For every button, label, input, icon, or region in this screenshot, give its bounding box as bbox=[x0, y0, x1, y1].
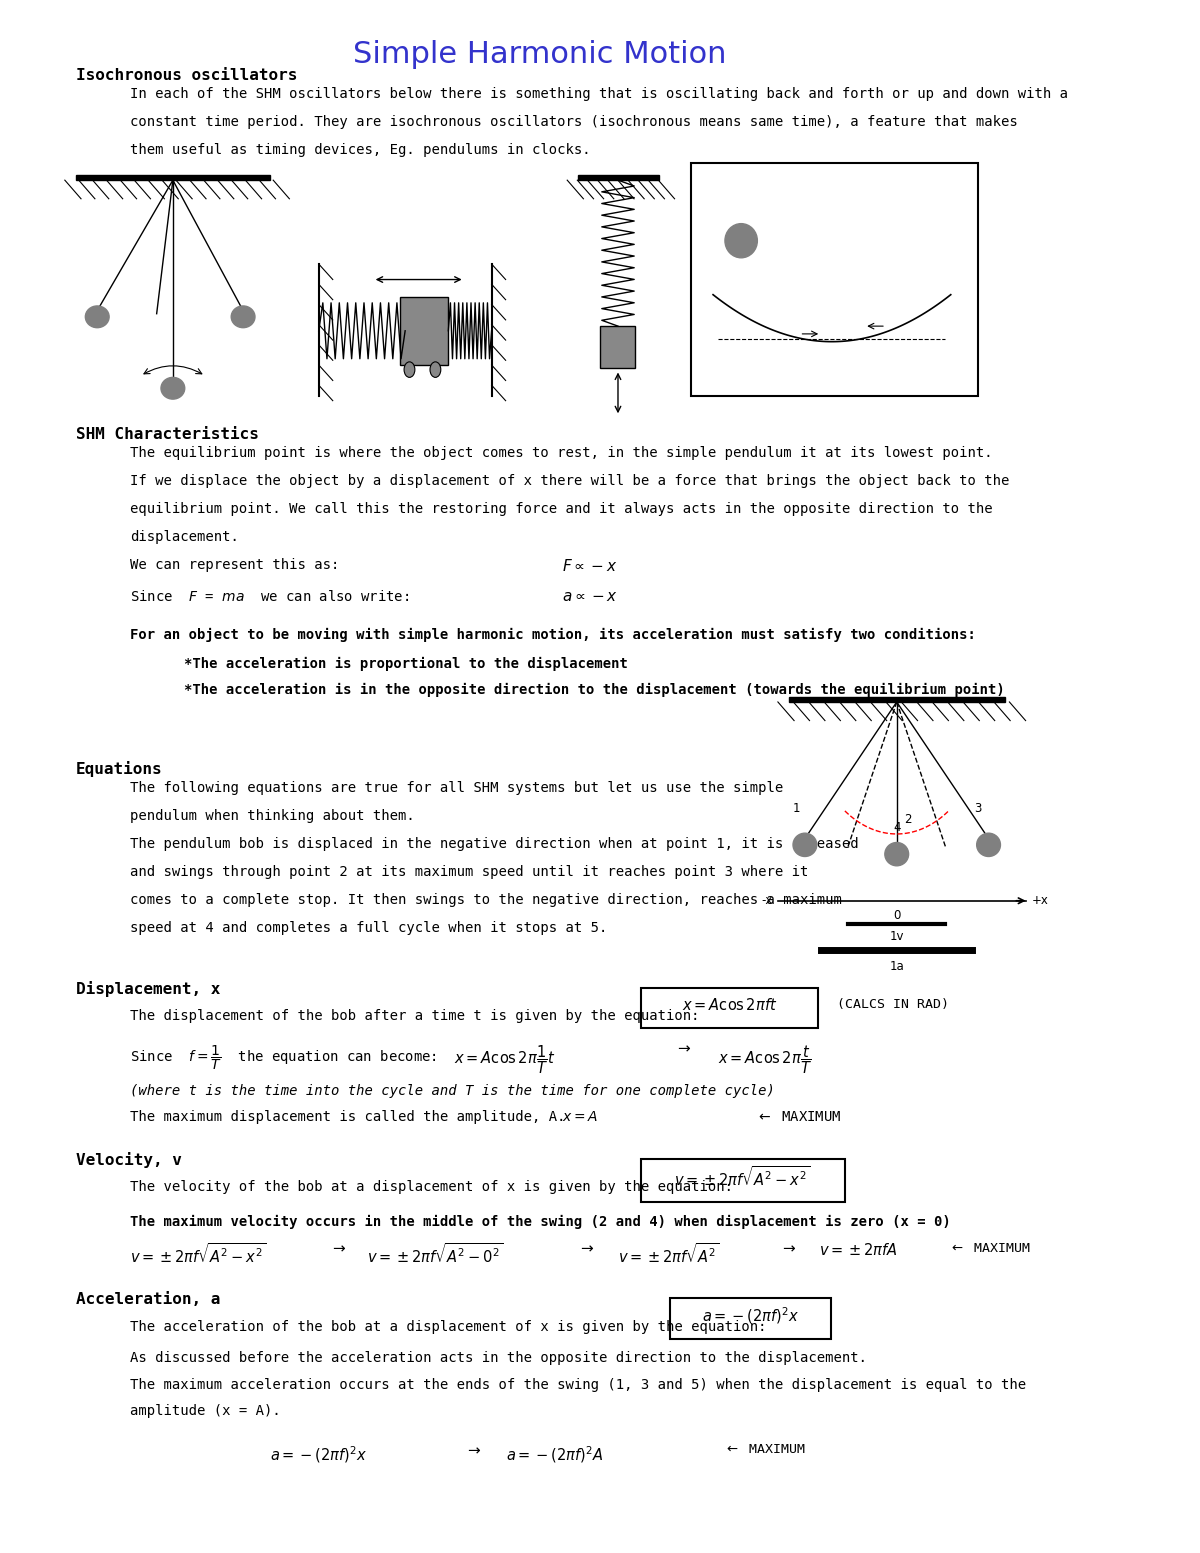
Text: $v = \pm 2\pi fA$: $v = \pm 2\pi fA$ bbox=[818, 1242, 898, 1258]
Circle shape bbox=[404, 362, 415, 377]
Text: Velocity, v: Velocity, v bbox=[76, 1152, 181, 1168]
Bar bbox=[578, 175, 659, 180]
Ellipse shape bbox=[232, 306, 254, 328]
Text: $x = A\cos 2\pi ft$: $x = A\cos 2\pi ft$ bbox=[682, 997, 776, 1013]
Text: Acceleration, a: Acceleration, a bbox=[76, 1292, 220, 1308]
Text: $\rightarrow$: $\rightarrow$ bbox=[676, 1041, 692, 1056]
Text: and swings through point 2 at its maximum speed until it reaches point 3 where i: and swings through point 2 at its maximu… bbox=[130, 865, 808, 879]
Text: In each of the SHM oscillators below there is something that is oscillating back: In each of the SHM oscillators below the… bbox=[130, 87, 1068, 101]
Text: $x = A\cos 2\pi \dfrac{t}{T}$: $x = A\cos 2\pi \dfrac{t}{T}$ bbox=[719, 1044, 812, 1076]
Text: *The acceleration is proportional to the displacement: *The acceleration is proportional to the… bbox=[184, 657, 628, 671]
Bar bbox=[600, 326, 635, 368]
Text: Since  $f = \dfrac{1}{T}$  the equation can become:: Since $f = \dfrac{1}{T}$ the equation ca… bbox=[130, 1044, 437, 1072]
Text: $v = \pm 2\pi f\sqrt{A^2 - x^2}$: $v = \pm 2\pi f\sqrt{A^2 - x^2}$ bbox=[674, 1165, 810, 1190]
Text: equilibrium point. We call this the restoring force and it always acts in the op: equilibrium point. We call this the rest… bbox=[130, 502, 992, 516]
Text: speed at 4 and completes a full cycle when it stops at 5.: speed at 4 and completes a full cycle wh… bbox=[130, 921, 607, 935]
Text: 1: 1 bbox=[792, 803, 800, 815]
Ellipse shape bbox=[85, 306, 109, 328]
Text: them useful as timing devices, Eg. pendulums in clocks.: them useful as timing devices, Eg. pendu… bbox=[130, 143, 590, 157]
Text: 1a: 1a bbox=[889, 960, 904, 972]
Bar bbox=[788, 697, 1004, 702]
Ellipse shape bbox=[725, 224, 757, 258]
Text: If we displace the object by a displacement of x there will be a force that brin: If we displace the object by a displacem… bbox=[130, 474, 1009, 488]
Text: $x = A\cos 2\pi \dfrac{1}{T}t$: $x = A\cos 2\pi \dfrac{1}{T}t$ bbox=[454, 1044, 556, 1076]
Text: $\rightarrow$: $\rightarrow$ bbox=[464, 1443, 481, 1458]
Text: $\leftarrow$ MAXIMUM: $\leftarrow$ MAXIMUM bbox=[724, 1443, 805, 1455]
Text: 1v: 1v bbox=[889, 930, 904, 943]
Circle shape bbox=[430, 362, 440, 377]
Text: $a \propto -x$: $a \propto -x$ bbox=[562, 589, 618, 604]
Text: $a = -(2\pi f)^2 x$: $a = -(2\pi f)^2 x$ bbox=[270, 1444, 367, 1464]
Text: (where t is the time into the cycle and T is the time for one complete cycle): (where t is the time into the cycle and … bbox=[130, 1084, 774, 1098]
Text: $\rightarrow$: $\rightarrow$ bbox=[578, 1241, 595, 1256]
Bar bbox=[691, 163, 978, 396]
Ellipse shape bbox=[977, 832, 1001, 857]
Text: Equations: Equations bbox=[76, 761, 162, 776]
Text: $\rightarrow$: $\rightarrow$ bbox=[330, 1241, 347, 1256]
Text: 0: 0 bbox=[893, 909, 900, 921]
Text: $\leftarrow$ MAXIMUM: $\leftarrow$ MAXIMUM bbox=[756, 1110, 841, 1124]
Text: pendulum when thinking about them.: pendulum when thinking about them. bbox=[130, 809, 414, 823]
Text: The maximum acceleration occurs at the ends of the swing (1, 3 and 5) when the d: The maximum acceleration occurs at the e… bbox=[130, 1378, 1026, 1391]
Text: $x = A$: $x = A$ bbox=[562, 1110, 598, 1124]
Text: 2: 2 bbox=[904, 814, 911, 826]
Text: comes to a complete stop. It then swings to the negative direction, reaches a ma: comes to a complete stop. It then swings… bbox=[130, 893, 841, 907]
Text: $v = \pm 2\pi f\sqrt{A^2 - 0^2}$: $v = \pm 2\pi f\sqrt{A^2 - 0^2}$ bbox=[367, 1242, 504, 1266]
Text: The equilibrium point is where the object comes to rest, in the simple pendulum : The equilibrium point is where the objec… bbox=[130, 446, 992, 460]
Text: We can represent this as:: We can represent this as: bbox=[130, 558, 340, 572]
Text: amplitude (x = A).: amplitude (x = A). bbox=[130, 1404, 281, 1418]
Text: $a = -(2\pi f)^2 x$: $a = -(2\pi f)^2 x$ bbox=[702, 1305, 799, 1326]
Text: SHM Characteristics: SHM Characteristics bbox=[76, 427, 258, 443]
Text: The maximum velocity occurs in the middle of the swing (2 and 4) when displaceme: The maximum velocity occurs in the middl… bbox=[130, 1214, 950, 1228]
Text: Isochronous oscillators: Isochronous oscillators bbox=[76, 68, 298, 84]
Ellipse shape bbox=[884, 842, 908, 867]
Text: displacement.: displacement. bbox=[130, 530, 239, 544]
Text: The displacement of the bob after a time t is given by the equation:: The displacement of the bob after a time… bbox=[130, 1009, 700, 1023]
Text: 4: 4 bbox=[893, 822, 900, 834]
Text: The acceleration of the bob at a displacement of x is given by the equation:: The acceleration of the bob at a displac… bbox=[130, 1320, 766, 1334]
Text: $v = \pm 2\pi f\sqrt{A^2 - x^2}$: $v = \pm 2\pi f\sqrt{A^2 - x^2}$ bbox=[130, 1242, 265, 1266]
Ellipse shape bbox=[793, 832, 817, 857]
Text: +x: +x bbox=[1032, 895, 1049, 907]
Text: The pendulum bob is displaced in the negative direction when at point 1, it is r: The pendulum bob is displaced in the neg… bbox=[130, 837, 858, 851]
Text: constant time period. They are isochronous oscillators (isochronous means same t: constant time period. They are isochrono… bbox=[130, 115, 1018, 129]
Text: $\leftarrow$ MAXIMUM: $\leftarrow$ MAXIMUM bbox=[948, 1242, 1030, 1255]
Text: For an object to be moving with simple harmonic motion, its acceleration must sa: For an object to be moving with simple h… bbox=[130, 627, 976, 641]
Text: Simple Harmonic Motion: Simple Harmonic Motion bbox=[354, 40, 727, 70]
Text: The following equations are true for all SHM systems but let us use the simple: The following equations are true for all… bbox=[130, 781, 782, 795]
Text: $a = -(2\pi f)^2 A$: $a = -(2\pi f)^2 A$ bbox=[505, 1444, 604, 1464]
Ellipse shape bbox=[161, 377, 185, 399]
Text: $\rightarrow$: $\rightarrow$ bbox=[780, 1241, 797, 1256]
Text: $F \propto -x$: $F \propto -x$ bbox=[562, 558, 617, 573]
Bar bbox=[400, 297, 449, 365]
Text: 3: 3 bbox=[974, 803, 982, 815]
Text: The maximum displacement is called the amplitude, A.: The maximum displacement is called the a… bbox=[130, 1110, 565, 1124]
Text: The velocity of the bob at a displacement of x is given by the equation:: The velocity of the bob at a displacemen… bbox=[130, 1180, 733, 1194]
Text: *The acceleration is in the opposite direction to the displacement (towards the : *The acceleration is in the opposite dir… bbox=[184, 683, 1004, 697]
Text: $v = \pm 2\pi f\sqrt{A^2}$: $v = \pm 2\pi f\sqrt{A^2}$ bbox=[618, 1242, 720, 1266]
Text: (CALCS IN RAD): (CALCS IN RAD) bbox=[838, 999, 949, 1011]
Text: As discussed before the acceleration acts in the opposite direction to the displ: As discussed before the acceleration act… bbox=[130, 1351, 866, 1365]
Text: Since  $\it{F}$ = $\it{ma}$  we can also write:: Since $\it{F}$ = $\it{ma}$ we can also w… bbox=[130, 589, 409, 604]
Text: -x: -x bbox=[761, 895, 773, 907]
Bar bbox=[76, 175, 270, 180]
Text: Displacement, x: Displacement, x bbox=[76, 981, 220, 997]
